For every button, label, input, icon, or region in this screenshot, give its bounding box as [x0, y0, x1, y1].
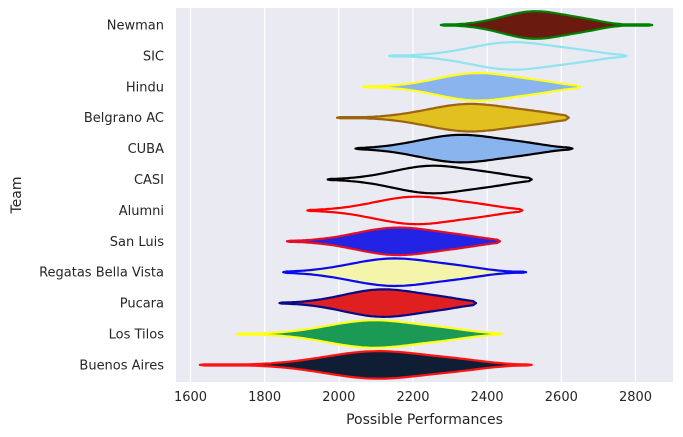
x-tick-label: 2000: [322, 390, 355, 405]
x-gridlines: [189, 8, 637, 382]
y-tick-label: Belgrano AC: [84, 111, 164, 126]
y-tick-label: CUBA: [128, 142, 165, 157]
violin-buenos-aires: [198, 350, 533, 380]
violin-belgrano-ac: [335, 102, 570, 133]
y-axis-label: Team: [9, 176, 25, 214]
violin-los-tilos: [235, 319, 504, 349]
plot-background: [176, 8, 673, 382]
y-tick-label: Newman: [107, 19, 164, 34]
violin-pucara: [278, 288, 478, 318]
x-tick-label: 1800: [248, 390, 281, 405]
violin-newman: [439, 10, 654, 40]
x-tick-labels: 1600 1800 2000 2200 2400 2600 2800: [174, 390, 652, 405]
x-tick-label: 2200: [396, 390, 429, 405]
violin-alumni: [306, 195, 524, 226]
y-tick-label: Buenos Aires: [79, 358, 164, 373]
y-tick-label: SIC: [143, 49, 164, 64]
y-tick-label: Los Tilos: [109, 328, 165, 343]
violin-casi: [326, 164, 533, 195]
x-tick-label: 2800: [619, 390, 652, 405]
violin-san-luis: [285, 226, 502, 257]
violin-sic: [387, 41, 628, 71]
x-tick-label: 1600: [174, 390, 207, 405]
y-tick-label: Regatas Bella Vista: [39, 266, 164, 281]
x-tick-label: 2600: [545, 390, 578, 405]
y-tick-label: Alumni: [119, 204, 164, 219]
violin-hindu: [361, 71, 581, 102]
y-tick-label: CASI: [134, 173, 164, 188]
x-tick-label: 2400: [471, 390, 504, 405]
violin-regatas-bella-vista: [282, 257, 528, 288]
y-tick-labels: Newman SIC Hindu Belgrano AC CUBA CASI Alumni S…: [39, 19, 164, 374]
y-tick-label: Pucara: [120, 297, 164, 312]
y-tick-label: San Luis: [110, 235, 164, 250]
y-tick-label: Hindu: [126, 80, 164, 95]
violins: [198, 10, 654, 380]
x-axis-label: Possible Performances: [346, 412, 503, 428]
violin-cuba: [354, 133, 574, 164]
